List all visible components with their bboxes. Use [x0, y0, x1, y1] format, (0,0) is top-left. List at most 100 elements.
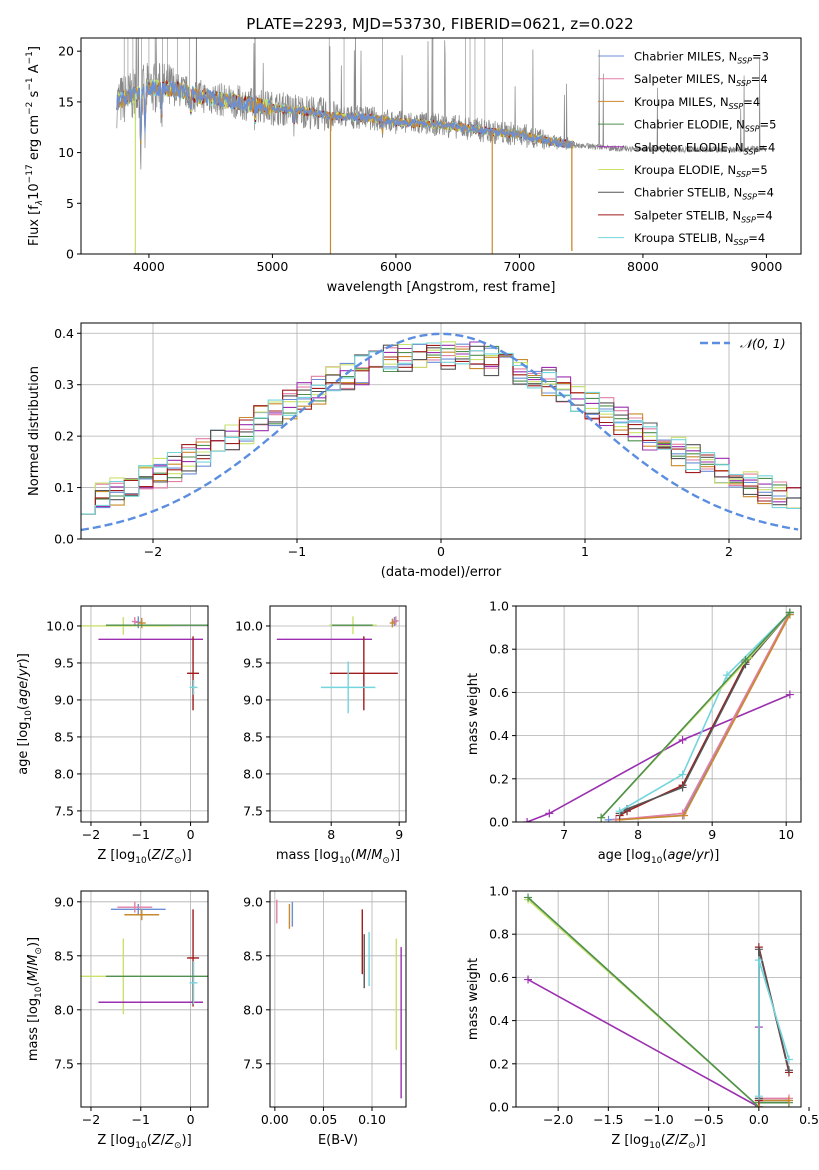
- axes-frame: [80, 37, 802, 255]
- x-tick-label: −2: [82, 1112, 100, 1127]
- y-tick-label: 0.8: [489, 927, 509, 942]
- cumulative-marker: [785, 690, 794, 699]
- y-tick-label: 9.0: [243, 894, 263, 909]
- y-tick-label: 0.8: [489, 642, 509, 657]
- axes-frame: [269, 605, 407, 823]
- x-tick-label: 0: [187, 1112, 195, 1127]
- y-tick-label: 9.0: [54, 894, 74, 909]
- histogram-kr_stelib: [81, 342, 801, 515]
- y-tick-label: 7.5: [243, 1056, 263, 1071]
- x-axis-label: age [log10(age/yr)]: [598, 848, 720, 866]
- y-axis-label: Normed distribution: [27, 366, 42, 496]
- cumulative-marker: [597, 813, 606, 822]
- y-axis-label: mass [log10(M/M⊙)]: [26, 937, 44, 1061]
- x-tick-label: 4000: [133, 259, 165, 274]
- cumulative-marker: [722, 671, 731, 680]
- y-tick-label: 0.4: [489, 1013, 509, 1028]
- y-axis-label: age [log10(age/yr)]: [16, 653, 34, 775]
- x-tick-label: 8: [634, 827, 642, 842]
- x-tick-label: −1: [132, 1112, 150, 1127]
- cumulative-line-kr_stelib: [619, 611, 791, 812]
- y-tick-label: 9.5: [54, 655, 74, 670]
- spectrum-plot-area: [116, 38, 767, 254]
- y-tick-label: 9.0: [243, 692, 263, 707]
- legend-label: Salpeter STELIB, NSSP=4: [634, 208, 773, 224]
- cumulative-marker: [784, 1096, 793, 1105]
- y-tick-label: 0.6: [489, 685, 509, 700]
- y-axis-label: mass weight: [466, 673, 481, 755]
- x-axis-label: (data-model)/error: [381, 565, 502, 580]
- cum_age-axes: 7 8 9 10 0.0 0.2 0.4 0.6 0.8 1.0 age [log10(age/yr…: [466, 599, 802, 866]
- cumulative-marker: [741, 656, 750, 664]
- y-tick-label: 0.0: [54, 532, 74, 547]
- legend-label: Kroupa MILES, NSSP=4: [634, 95, 760, 111]
- x-tick-label: 0.05: [310, 1112, 338, 1127]
- axes-frame: [80, 890, 209, 1108]
- age_vs_Z-plot-area: [81, 606, 208, 822]
- x-tick-label: 7000: [504, 259, 536, 274]
- axes-frame: [269, 890, 407, 1108]
- x-axis-label: Z [log10(Z/Z⊙)]: [611, 1133, 705, 1151]
- x-tick-label: −1: [288, 544, 306, 559]
- cumulative-marker: [678, 783, 687, 792]
- cumulative-marker: [615, 807, 624, 816]
- cumulative-marker: [784, 1055, 793, 1064]
- mass_vs_ebv-plot-area: [270, 891, 406, 1107]
- x-tick-label: 0.00: [261, 1112, 289, 1127]
- x-tick-label: 10: [778, 827, 794, 842]
- x-axis-label: mass [log10(M/M⊙)]: [276, 848, 400, 866]
- x-tick-label: −1: [132, 827, 150, 842]
- x-tick-label: −1.0: [643, 1112, 673, 1127]
- y-tick-label: 7.5: [54, 1056, 74, 1071]
- y-tick-label: 0: [66, 247, 74, 262]
- x-tick-label: −2: [82, 827, 100, 842]
- x-axis-label: E(B-V): [318, 1133, 358, 1148]
- cum_Z-axes: −2.0 −1.5 −1.0 −0.5 0.0 0.5 0.0 0.2 0.4 0.6 0.8 1.0…: [466, 884, 819, 1152]
- legend-label: Kroupa STELIB, NSSP=4: [634, 231, 765, 247]
- cumulative-marker: [680, 811, 689, 820]
- x-tick-label: 9: [708, 827, 716, 842]
- x-tick-label: 5000: [257, 259, 289, 274]
- legend-label: Kroupa ELODIE, NSSP=5: [634, 163, 768, 179]
- x-tick-label: 6000: [380, 259, 412, 274]
- y-tick-label: 8.5: [54, 729, 74, 744]
- axes-frame: [515, 605, 802, 823]
- legend-label: 𝒩(0, 1): [740, 336, 786, 351]
- spectrum-axes: 4000 5000 6000 7000 8000 9000 0 5 10 15 20 waveleng…: [25, 37, 802, 295]
- y-tick-label: 15: [58, 94, 74, 109]
- y-tick-label: 8.0: [54, 1002, 74, 1017]
- y-tick-label: 8.0: [243, 1002, 263, 1017]
- cumulative-marker: [545, 809, 554, 818]
- cumulative-marker: [678, 735, 687, 744]
- age_vs_mass-plot-area: [270, 606, 406, 822]
- y-tick-label: 0.0: [489, 815, 509, 830]
- legend-label: Salpeter MILES, NSSP=4: [634, 72, 768, 88]
- legend-label: Salpeter ELODIE, NSSP=4: [634, 140, 775, 156]
- residuals-plot-area: [81, 323, 801, 539]
- y-tick-label: 0.1: [54, 480, 74, 495]
- x-tick-label: 9: [395, 827, 403, 842]
- model-line-ch_miles: [116, 80, 575, 149]
- figure-title: PLATE=2293, MJD=53730, FIBERID=0621, z=0…: [246, 15, 633, 33]
- x-tick-label: 0.5: [799, 1112, 819, 1127]
- y-tick-label: 8.5: [243, 948, 263, 963]
- y-tick-label: 0.2: [489, 1056, 509, 1071]
- cum_age-plot-area: [516, 606, 801, 822]
- cumulative-marker: [524, 893, 533, 902]
- y-axis-label: Flux [fλ10−17 erg cm−2 s−1 A−1]: [25, 46, 45, 246]
- cumulative-marker: [754, 945, 763, 954]
- cumulative-marker: [754, 1092, 763, 1101]
- y-tick-label: 7.5: [243, 803, 263, 818]
- y-tick-label: 1.0: [489, 599, 509, 614]
- x-tick-label: 0: [437, 544, 445, 559]
- cumulative-marker: [604, 815, 613, 822]
- legend-label: Chabrier ELODIE, NSSP=5: [634, 118, 776, 134]
- y-tick-label: 9.5: [243, 655, 263, 670]
- cumulative-marker: [678, 770, 687, 779]
- y-axis-label: mass weight: [466, 958, 481, 1040]
- x-tick-label: 8000: [627, 259, 659, 274]
- x-tick-label: 8: [327, 827, 335, 842]
- x-tick-label: 0: [187, 827, 195, 842]
- legend-label: Chabrier STELIB, NSSP=4: [634, 186, 774, 202]
- y-tick-label: 0.4: [489, 728, 509, 743]
